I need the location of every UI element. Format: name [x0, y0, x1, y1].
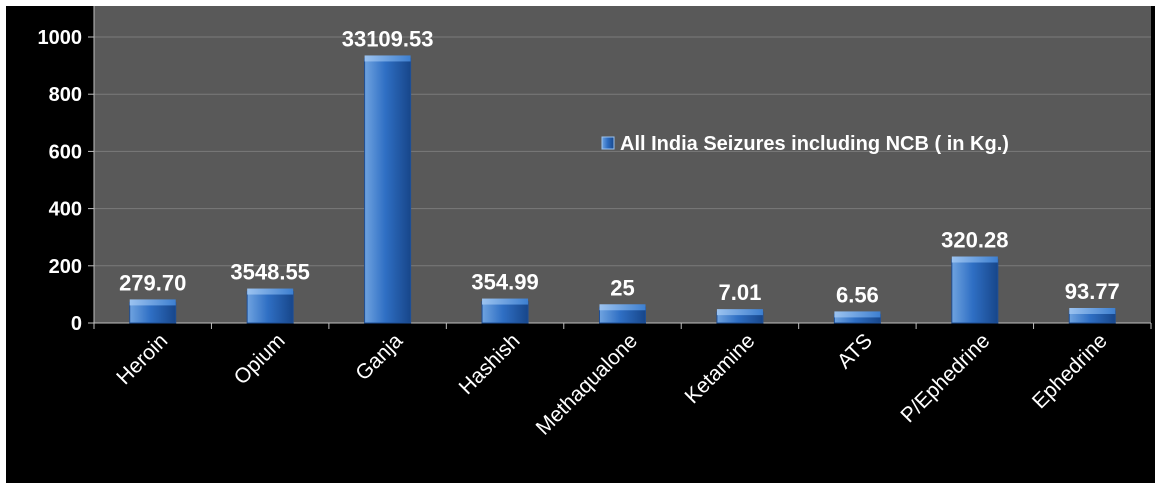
data-label: 279.70: [119, 270, 186, 295]
bar-ganja: [364, 55, 412, 324]
data-label: 320.28: [941, 228, 1008, 253]
bar-ats: [833, 311, 881, 324]
bar-cap: [1069, 307, 1116, 314]
bar: [364, 57, 412, 324]
x-category-label: Heroin: [112, 329, 172, 389]
x-category-label: Ephedrine: [1028, 329, 1112, 413]
x-category-label: P/Ephedrine: [896, 329, 994, 427]
bar-opium: [246, 288, 294, 324]
bar-heroin: [129, 299, 177, 324]
bar: [481, 301, 529, 324]
bar-chart: 0 200 400 600 800 1000 Heroin Opium Ganja Hashish…: [38, 6, 1152, 440]
bar-cap: [129, 299, 176, 306]
x-category-label: Hashish: [455, 329, 525, 399]
y-tick-label: 200: [49, 256, 82, 278]
legend: All India Seizures including NCB ( in Kg…: [601, 133, 1009, 155]
x-category-label: Methaqualone: [532, 329, 642, 439]
y-tick-label: 800: [49, 84, 82, 106]
data-label: 25: [610, 275, 634, 300]
data-label: 3548.55: [230, 260, 310, 285]
x-category-label: Ganja: [351, 329, 407, 385]
y-tick-label: 400: [49, 199, 82, 221]
bar-methaqualone: [599, 304, 646, 324]
x-category-label: ATS: [833, 329, 877, 373]
x-category-label: Ketamine: [680, 329, 759, 408]
y-tick-label: 600: [49, 141, 82, 163]
bar-ketamine: [716, 309, 764, 324]
bar: [951, 259, 999, 324]
data-label: 7.01: [719, 280, 762, 305]
bar: [246, 291, 294, 324]
data-label: 33109.53: [342, 26, 434, 51]
data-label: 6.56: [836, 282, 879, 307]
data-labels: 279.70 3548.55 33109.53 354.99 25 7.01 6.56 320…: [119, 26, 1120, 307]
chart-frame: 0 200 400 600 800 1000 Heroin Opium Ganja Hashish…: [6, 6, 1155, 483]
bar-cap: [834, 311, 881, 318]
data-label: 93.77: [1065, 279, 1120, 304]
bar-p-ephedrine: [951, 256, 999, 324]
bar-hashish: [481, 298, 529, 324]
legend-swatch: [601, 136, 615, 150]
bar-cap: [951, 256, 998, 263]
bars: [129, 55, 1116, 324]
data-label: 354.99: [471, 270, 538, 295]
bar: [129, 301, 177, 324]
x-category-label: Opium: [230, 329, 290, 389]
bar-ephedrine: [1068, 307, 1116, 324]
bar-cap: [364, 55, 411, 62]
legend-label: All India Seizures including NCB ( in Kg…: [620, 133, 1009, 155]
y-tick-label: 1000: [38, 27, 83, 49]
bar-cap: [599, 304, 646, 311]
bar-cap: [247, 288, 294, 295]
y-tick-label: 0: [71, 313, 82, 335]
bar-cap: [716, 309, 763, 316]
bar-cap: [482, 298, 529, 305]
